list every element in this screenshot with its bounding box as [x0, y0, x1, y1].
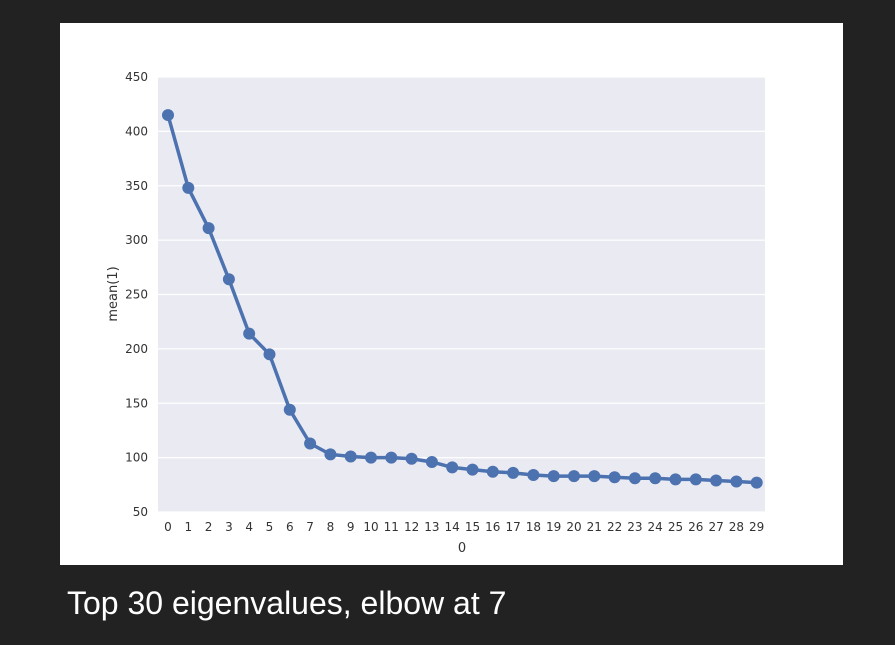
data-point-6	[283, 403, 296, 416]
x-tick-label: 3	[225, 520, 233, 534]
x-tick-label: 2	[205, 520, 213, 534]
data-point-11	[385, 451, 398, 464]
y-tick-label: 100	[125, 451, 148, 465]
data-point-15	[466, 463, 479, 476]
figure-caption: Top 30 eigenvalues, elbow at 7	[67, 585, 507, 621]
x-tick-label: 12	[404, 520, 419, 534]
data-point-20	[568, 470, 580, 483]
x-tick-label: 22	[607, 520, 622, 534]
x-tick-label: 8	[327, 520, 335, 534]
x-tick-label: 19	[546, 520, 561, 534]
data-point-23	[628, 472, 641, 485]
y-tick-labels: 50 100 150 200 250 300 350 400 450	[125, 70, 148, 519]
x-tick-label: 5	[266, 520, 274, 534]
x-tick-label: 18	[526, 520, 541, 534]
data-point-18	[527, 469, 540, 482]
data-point-12	[405, 452, 418, 465]
x-tick-label: 13	[424, 520, 439, 534]
y-tick-label: 350	[125, 179, 148, 193]
data-point-24	[649, 472, 662, 485]
x-tick-label: 10	[363, 520, 378, 534]
data-point-1	[182, 181, 195, 194]
x-tick-label: 4	[245, 520, 253, 534]
data-point-3	[222, 273, 235, 286]
x-tick-label: 6	[286, 520, 294, 534]
x-tick-label: 1	[184, 520, 192, 534]
y-tick-label: 300	[125, 233, 148, 247]
x-tick-label: 9	[347, 520, 355, 534]
x-tick-label: 27	[708, 520, 723, 534]
data-point-17	[507, 466, 520, 479]
x-tick-label: 26	[688, 520, 703, 534]
y-axis-label: mean(1)	[106, 266, 121, 321]
x-tick-label: 11	[384, 520, 399, 534]
x-tick-label: 0	[164, 520, 172, 534]
x-tick-label: 24	[648, 520, 663, 534]
x-tick-label: 21	[587, 520, 602, 534]
x-tick-label: 14	[445, 520, 460, 534]
data-point-10	[365, 451, 377, 464]
data-point-9	[344, 450, 357, 463]
x-tick-label: 7	[306, 520, 314, 534]
data-point-5	[263, 348, 276, 361]
x-tick-label: 20	[566, 520, 581, 534]
data-point-7	[304, 437, 317, 450]
data-point-16	[486, 465, 499, 478]
x-tick-label: 29	[749, 520, 764, 534]
x-tick-label: 25	[668, 520, 683, 534]
data-point-8	[324, 448, 337, 461]
y-tick-label: 400	[125, 124, 148, 138]
data-point-19	[547, 470, 560, 483]
x-tick-label: 15	[465, 520, 480, 534]
data-point-0	[162, 109, 174, 122]
y-tick-label: 150	[125, 396, 148, 410]
data-point-2	[202, 222, 215, 235]
x-tick-label: 17	[505, 520, 520, 534]
x-tick-label: 16	[485, 520, 500, 534]
data-point-29	[750, 476, 763, 489]
y-tick-label: 250	[125, 288, 148, 302]
data-point-4	[243, 327, 256, 340]
data-point-14	[446, 461, 459, 474]
x-tick-labels: 0 1 2 3 4 5 6 7 8 9 10 11 12 13 14 15 16 17 18 19 20 21 22 23 24…	[164, 520, 764, 534]
grid-lines	[158, 76, 765, 513]
data-point-13	[425, 455, 438, 468]
data-point-28	[730, 475, 743, 488]
data-point-27	[710, 474, 723, 487]
x-tick-label: 23	[627, 520, 642, 534]
x-axis-label: 0	[458, 541, 466, 556]
y-tick-label: 450	[125, 70, 148, 84]
y-tick-label: 50	[133, 505, 148, 519]
data-point-25	[669, 473, 682, 486]
data-point-26	[689, 473, 702, 486]
data-point-22	[608, 471, 621, 484]
x-tick-label: 28	[729, 520, 744, 534]
y-tick-label: 200	[125, 342, 148, 356]
data-point-21	[588, 470, 601, 483]
series-eigenvalues	[162, 109, 763, 489]
